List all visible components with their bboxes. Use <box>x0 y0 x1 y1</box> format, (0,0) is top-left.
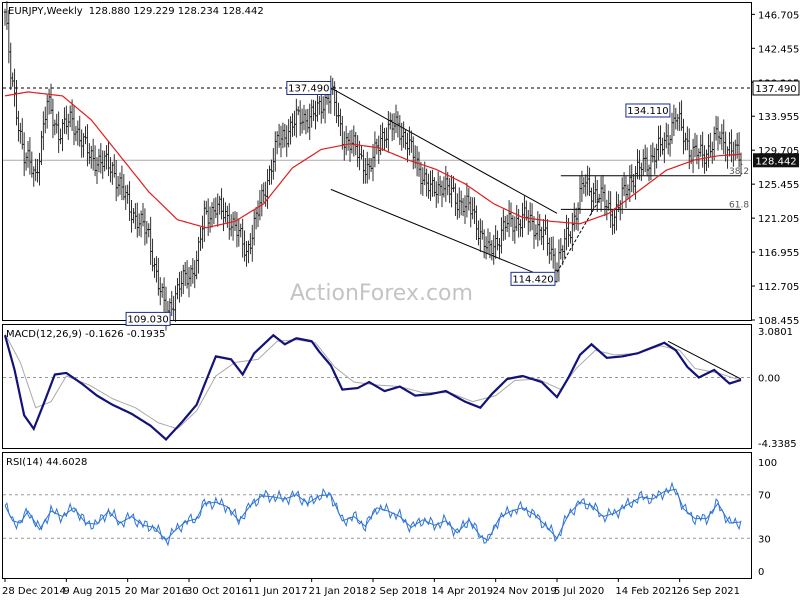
annotation-box <box>510 271 556 286</box>
annotation-label: 114.420 <box>512 274 553 285</box>
chart-title: EURJPY,Weekly 128.880 129.229 128.234 128… <box>8 6 264 17</box>
rsi-layer <box>3 481 751 547</box>
channel-lower-line <box>330 188 558 283</box>
x-tick-label: 5 Jul 2020 <box>554 586 604 597</box>
rsi-detail-line <box>4 481 742 547</box>
x-tick-label: 20 Mar 2016 <box>125 586 188 597</box>
annotation-box <box>286 80 332 95</box>
price-tick-label: 129.705 <box>758 146 799 157</box>
price-tick-label: 116.955 <box>758 248 799 259</box>
ohlc-label: 128.880 129.229 128.234 128.442 <box>89 6 264 17</box>
x-tick-label: 9 Aug 2015 <box>63 586 121 597</box>
symbol-label: EURJPY,Weekly <box>8 6 83 17</box>
price-tick-label: 108.455 <box>758 316 799 327</box>
price-tick-label: 146.705 <box>758 10 799 21</box>
x-tick-label: 28 Dec 2014 <box>2 586 66 597</box>
axis-layer: 146.705142.455138.205133.955129.705125.4… <box>2 10 800 597</box>
fib-61-label: 61.8 <box>729 200 749 210</box>
annotation-label: 109.030 <box>127 314 168 325</box>
price-tick-label: 142.455 <box>758 44 799 55</box>
price-tick-label: 121.205 <box>758 214 799 225</box>
x-tick-label: 21 Jan 2018 <box>309 586 369 597</box>
rsi-line <box>4 488 742 542</box>
last-price-badge <box>753 153 799 168</box>
fib-38-label: 38.2 <box>729 167 749 177</box>
macd-title: MACD(12,26,9) -0.1626 -0.1935 <box>6 329 166 340</box>
annotation-box <box>125 311 171 326</box>
price-panel[interactable] <box>2 2 752 321</box>
annotation-box <box>625 103 671 118</box>
watermark: ActionForex.com <box>290 281 473 306</box>
x-tick-label: 24 Nov 2019 <box>493 586 557 597</box>
macd-tick-label: 0.00 <box>758 374 780 385</box>
moving-average-line <box>4 91 742 229</box>
macd-tick-label: 3.0801 <box>758 327 793 338</box>
channel-upper-line <box>330 87 558 214</box>
last-price-label: 128.442 <box>755 156 796 167</box>
support-trend-line <box>556 199 600 273</box>
price-tick-label: 125.455 <box>758 180 799 191</box>
macd-layer <box>3 333 751 441</box>
x-tick-label: 30 Oct 2016 <box>186 586 248 597</box>
rsi-tick-label: 70 <box>758 491 771 502</box>
macd-tick-label: -4.3385 <box>758 439 797 450</box>
rsi-tick-label: 100 <box>758 458 777 469</box>
x-tick-label: 14 Feb 2021 <box>615 586 677 597</box>
price-layer: 38.2 61.8 137.490 109.030 134.110 114.420 <box>3 1 751 331</box>
price-tick-label: 112.705 <box>758 282 799 293</box>
candles <box>3 1 743 331</box>
rsi-tick-label: 30 <box>758 534 771 545</box>
annotation-label: 137.490 <box>288 83 329 94</box>
level-badge <box>752 80 800 96</box>
x-tick-label: 14 Apr 2019 <box>431 586 493 597</box>
rsi-panel[interactable] <box>2 452 752 579</box>
macd-line <box>3 333 742 441</box>
annotation-label: 134.110 <box>627 106 668 117</box>
x-tick-label: 2 Sep 2018 <box>370 586 427 597</box>
rsi-tick-label: 0 <box>758 567 764 578</box>
macd-trend-line <box>667 340 742 380</box>
price-tick-label: 133.955 <box>758 112 799 123</box>
rsi-title: RSI(14) 44.6028 <box>6 457 87 468</box>
x-tick-label: 26 Sep 2021 <box>677 586 740 597</box>
x-tick-label: 11 Jun 2017 <box>247 586 307 597</box>
level-badge-label: 137.490 <box>755 84 796 95</box>
